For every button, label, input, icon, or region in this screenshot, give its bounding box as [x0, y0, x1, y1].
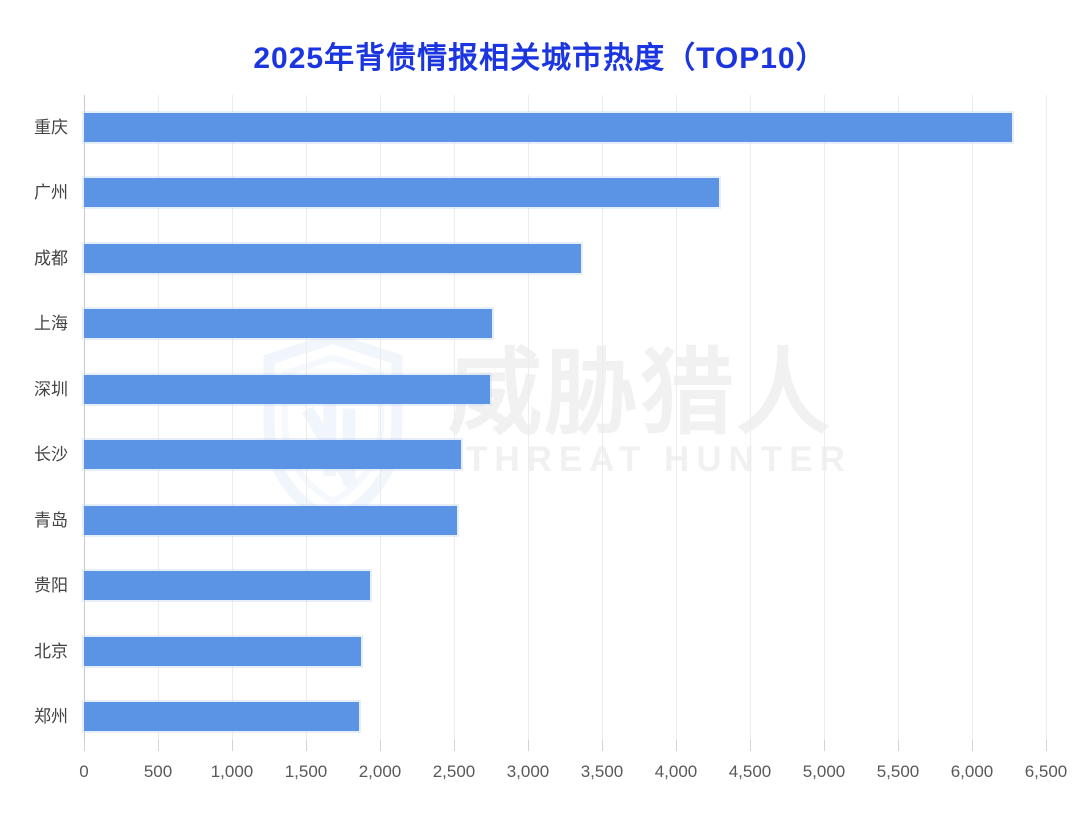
- category-label: 上海: [34, 314, 68, 333]
- category-label: 深圳: [34, 379, 68, 399]
- bar-北京: [84, 636, 361, 666]
- category-label: 长沙: [34, 445, 68, 464]
- x-tick-label: 0: [79, 762, 89, 781]
- x-tick-mark: [824, 740, 825, 751]
- category-label: 郑州: [34, 707, 68, 726]
- gridline: [306, 95, 307, 740]
- bar-贵阳: [84, 571, 370, 600]
- x-axis: 0 500 1,000 1,500 2,000 2,500 3,000 3,500 4,000 4…: [79, 740, 1080, 800]
- bar-郑州: [84, 702, 360, 731]
- gridline: [232, 95, 233, 740]
- gridline: [158, 95, 159, 740]
- x-tick-mark: [306, 740, 307, 751]
- category-label: 成都: [34, 248, 68, 268]
- x-tick-mark: [84, 740, 85, 751]
- gridline: [676, 95, 677, 740]
- gridline: [898, 95, 899, 740]
- category-label: 广州: [34, 183, 68, 202]
- y-axis-line: [84, 95, 85, 740]
- gridline: [1046, 95, 1047, 740]
- bar-长沙: [84, 440, 462, 469]
- bar-重庆: [84, 112, 1012, 142]
- x-tick-mark: [380, 740, 381, 751]
- x-tick-label: 5,000: [802, 762, 846, 781]
- x-tick-label: 2,000: [358, 762, 402, 781]
- x-tick-mark: [1046, 740, 1047, 751]
- gridline: [602, 95, 603, 740]
- bar-广州: [84, 178, 719, 207]
- y-axis-labels: 重庆广州成都上海深圳长沙青岛贵阳北京郑州: [0, 95, 84, 740]
- x-tick-mark: [528, 740, 529, 751]
- category-label: 重庆: [34, 117, 68, 137]
- x-tick-label: 3,000: [506, 762, 550, 781]
- x-tick-label: 1,000: [210, 762, 254, 781]
- x-tick-mark: [898, 740, 899, 751]
- x-tick-mark: [158, 740, 159, 751]
- x-tick-mark: [972, 740, 973, 751]
- x-tick-mark: [602, 740, 603, 751]
- bar-深圳: [84, 374, 490, 404]
- x-tick-mark: [750, 740, 751, 751]
- x-tick-label: 500: [143, 762, 173, 781]
- category-label: 青岛: [34, 510, 68, 530]
- chart-title: 2025年背债情报相关城市热度（TOP10）: [253, 42, 827, 75]
- watermark-cn-text: 威胁猎人: [448, 340, 833, 445]
- x-tick-mark: [454, 740, 455, 751]
- x-tick-label: 5,500: [876, 762, 920, 781]
- bar-成都: [84, 243, 582, 273]
- x-tick-label: 6,000: [950, 762, 994, 781]
- x-tick-label: 4,000: [654, 762, 698, 781]
- gridline: [454, 95, 455, 740]
- gridline: [380, 95, 381, 740]
- gridline: [824, 95, 825, 740]
- x-tick-label: 6,500: [1024, 762, 1068, 781]
- bar-青岛: [84, 505, 457, 535]
- bar-上海: [84, 309, 493, 338]
- watermark-en-text: THREAT HUNTER: [466, 440, 852, 479]
- plot-area: [84, 95, 1047, 740]
- gridline: [528, 95, 529, 740]
- x-tick-label: 2,500: [432, 762, 476, 781]
- gridline: [750, 95, 751, 740]
- category-label: 贵阳: [34, 576, 68, 595]
- x-tick-label: 3,500: [580, 762, 624, 781]
- gridline: [972, 95, 973, 740]
- x-tick-label: 4,500: [728, 762, 772, 781]
- x-tick-mark: [676, 740, 677, 751]
- category-label: 北京: [34, 641, 68, 661]
- x-tick-label: 1,500: [284, 762, 328, 781]
- x-tick-mark: [232, 740, 233, 751]
